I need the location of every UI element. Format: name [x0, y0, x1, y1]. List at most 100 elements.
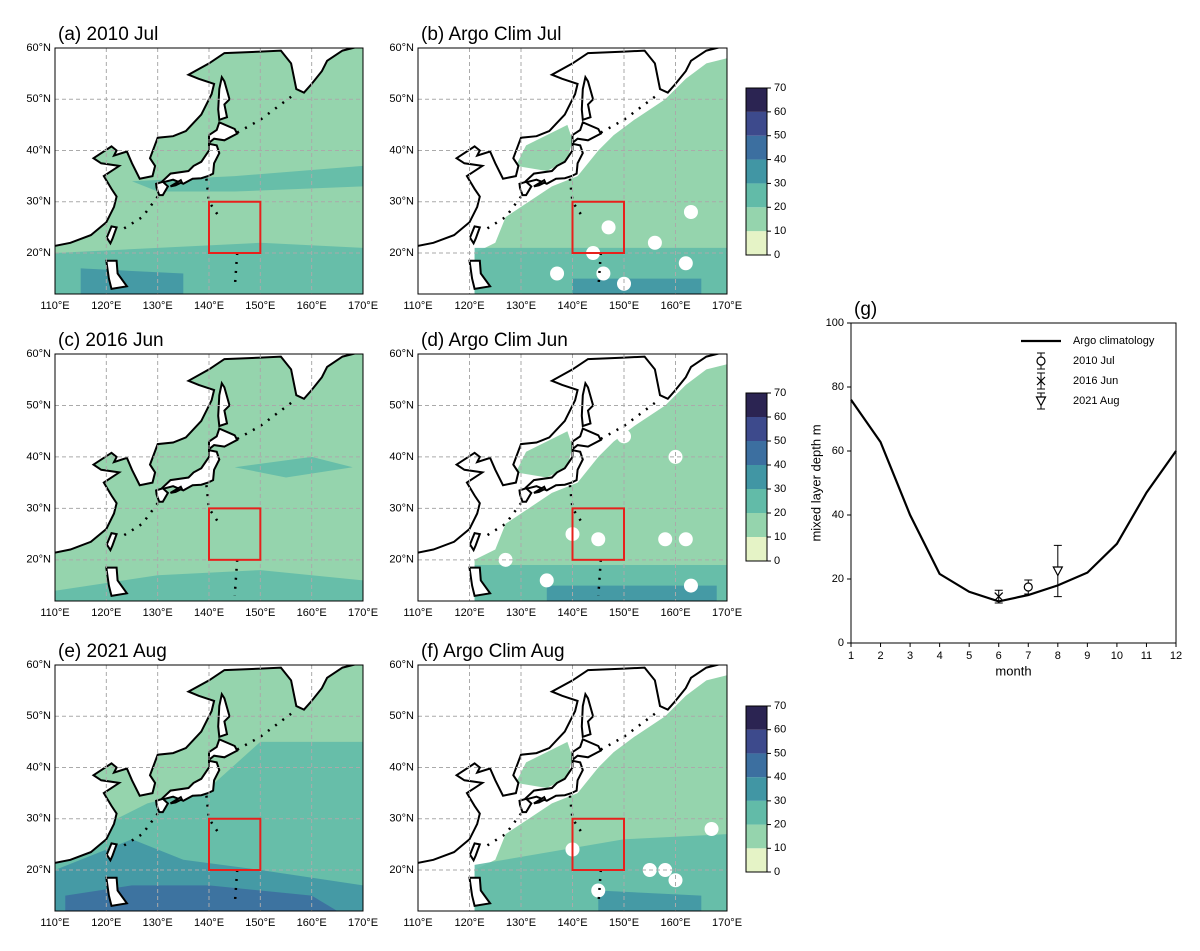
legend-marker [1035, 396, 1047, 407]
depth-band [572, 278, 702, 294]
colorbar-cell [746, 135, 767, 160]
no-data [683, 578, 698, 593]
colorbar-cell [746, 393, 767, 417]
land [55, 48, 358, 247]
y-tick-label: 40°N [26, 761, 51, 773]
x-tick-label: 130°E [143, 607, 173, 619]
colorbar-cell [746, 207, 767, 232]
land [518, 487, 533, 503]
land [105, 842, 118, 863]
y-tick-label: 30°N [389, 813, 414, 825]
x-tick-label: 170°E [712, 300, 742, 312]
legend-label: Argo climatology [1073, 335, 1155, 347]
x-tick-label: 140°E [194, 300, 224, 312]
no-data [668, 449, 683, 464]
colorbar-cell [746, 159, 767, 184]
land [518, 797, 533, 814]
colorbar-label: 0 [774, 866, 780, 878]
colorbar-label: 30 [774, 483, 786, 495]
colorbar-label: 70 [774, 700, 786, 712]
point [1023, 582, 1033, 592]
colorbar-cell [746, 729, 767, 754]
x-tick-label: 120°E [454, 607, 484, 619]
colorbar-label: 60 [774, 106, 786, 118]
colorbar-label: 20 [774, 507, 786, 519]
land [217, 74, 231, 122]
colorbar-cell [746, 111, 767, 136]
colorbar-frame [745, 705, 768, 873]
y-tick-label: 40°N [389, 144, 414, 156]
y-tick-label: 60°N [389, 42, 414, 54]
x-tick-label: 150°E [245, 300, 275, 312]
land [571, 737, 603, 762]
no-data [683, 205, 698, 219]
panel-title: (b) Argo Clim Jul [421, 24, 561, 45]
land [55, 665, 358, 864]
colorbar-cell [746, 824, 767, 849]
point [1052, 566, 1064, 577]
y-axis-label: mixed layer depth m [808, 424, 823, 541]
colorbar-cell [746, 537, 767, 561]
x-axis-label: month [995, 663, 1031, 678]
land [208, 120, 239, 145]
y-tick-label: 60°N [26, 42, 51, 54]
x-tick-label: 5 [966, 650, 972, 662]
y-tick-label: 80 [832, 381, 844, 393]
x-tick-label: 160°E [297, 917, 327, 929]
x-tick-label: 120°E [91, 300, 121, 312]
x-tick-label: 3 [907, 650, 913, 662]
region-box [571, 507, 625, 561]
x-tick-label: 170°E [712, 917, 742, 929]
colorbar-cell [746, 183, 767, 208]
land [169, 485, 184, 494]
x-tick-label: 130°E [143, 917, 173, 929]
point [994, 592, 1004, 602]
colorbar-label: 10 [774, 531, 786, 543]
x-tick-label: 130°E [143, 300, 173, 312]
x-tick-label: 150°E [245, 607, 275, 619]
no-data [678, 256, 693, 271]
colorbar-cell [746, 753, 767, 778]
no-data [647, 235, 662, 250]
frame [417, 47, 728, 295]
colorbar-frame [745, 392, 768, 562]
land [571, 120, 603, 145]
argo-field [515, 431, 573, 478]
y-tick-label: 60 [832, 445, 844, 457]
colorbar-cell [746, 88, 767, 112]
y-tick-label: 20°N [389, 247, 414, 259]
x-tick-label: 110°E [403, 300, 432, 312]
colorbar-label: 40 [774, 771, 786, 783]
colorbar-label: 50 [774, 747, 786, 759]
land [169, 795, 184, 805]
y-tick-label: 50°N [26, 399, 51, 411]
y-tick-label: 30°N [389, 502, 414, 514]
region-box [571, 817, 625, 871]
y-tick-label: 50°N [26, 93, 51, 105]
x-tick-label: 150°E [245, 917, 275, 929]
y-tick-label: 50°N [26, 710, 51, 722]
land [418, 354, 721, 554]
argo-field [515, 741, 573, 788]
x-tick-label: 140°E [557, 917, 587, 929]
x-tick-label: 140°E [194, 917, 224, 929]
x-tick-label: 11 [1141, 650, 1152, 662]
line [850, 399, 1177, 603]
y-tick-label: 20°N [389, 554, 414, 566]
y-tick-label: 60°N [389, 659, 414, 671]
y-tick-label: 20°N [389, 864, 414, 876]
x-tick-label: 160°E [297, 300, 327, 312]
colorbar-label: 50 [774, 435, 786, 447]
x-tick-label: 2 [877, 650, 883, 662]
y-tick-label: 50°N [389, 710, 414, 722]
region-box [208, 507, 262, 561]
y-tick-label: 30°N [26, 502, 51, 514]
y-tick-label: 60°N [26, 348, 51, 360]
land [580, 74, 595, 122]
frame [850, 322, 1177, 644]
x-tick-label: 110°E [40, 607, 69, 619]
colorbar-label: 20 [774, 818, 786, 830]
x-tick-label: 160°E [660, 300, 690, 312]
no-data [668, 873, 683, 888]
land [105, 225, 118, 246]
